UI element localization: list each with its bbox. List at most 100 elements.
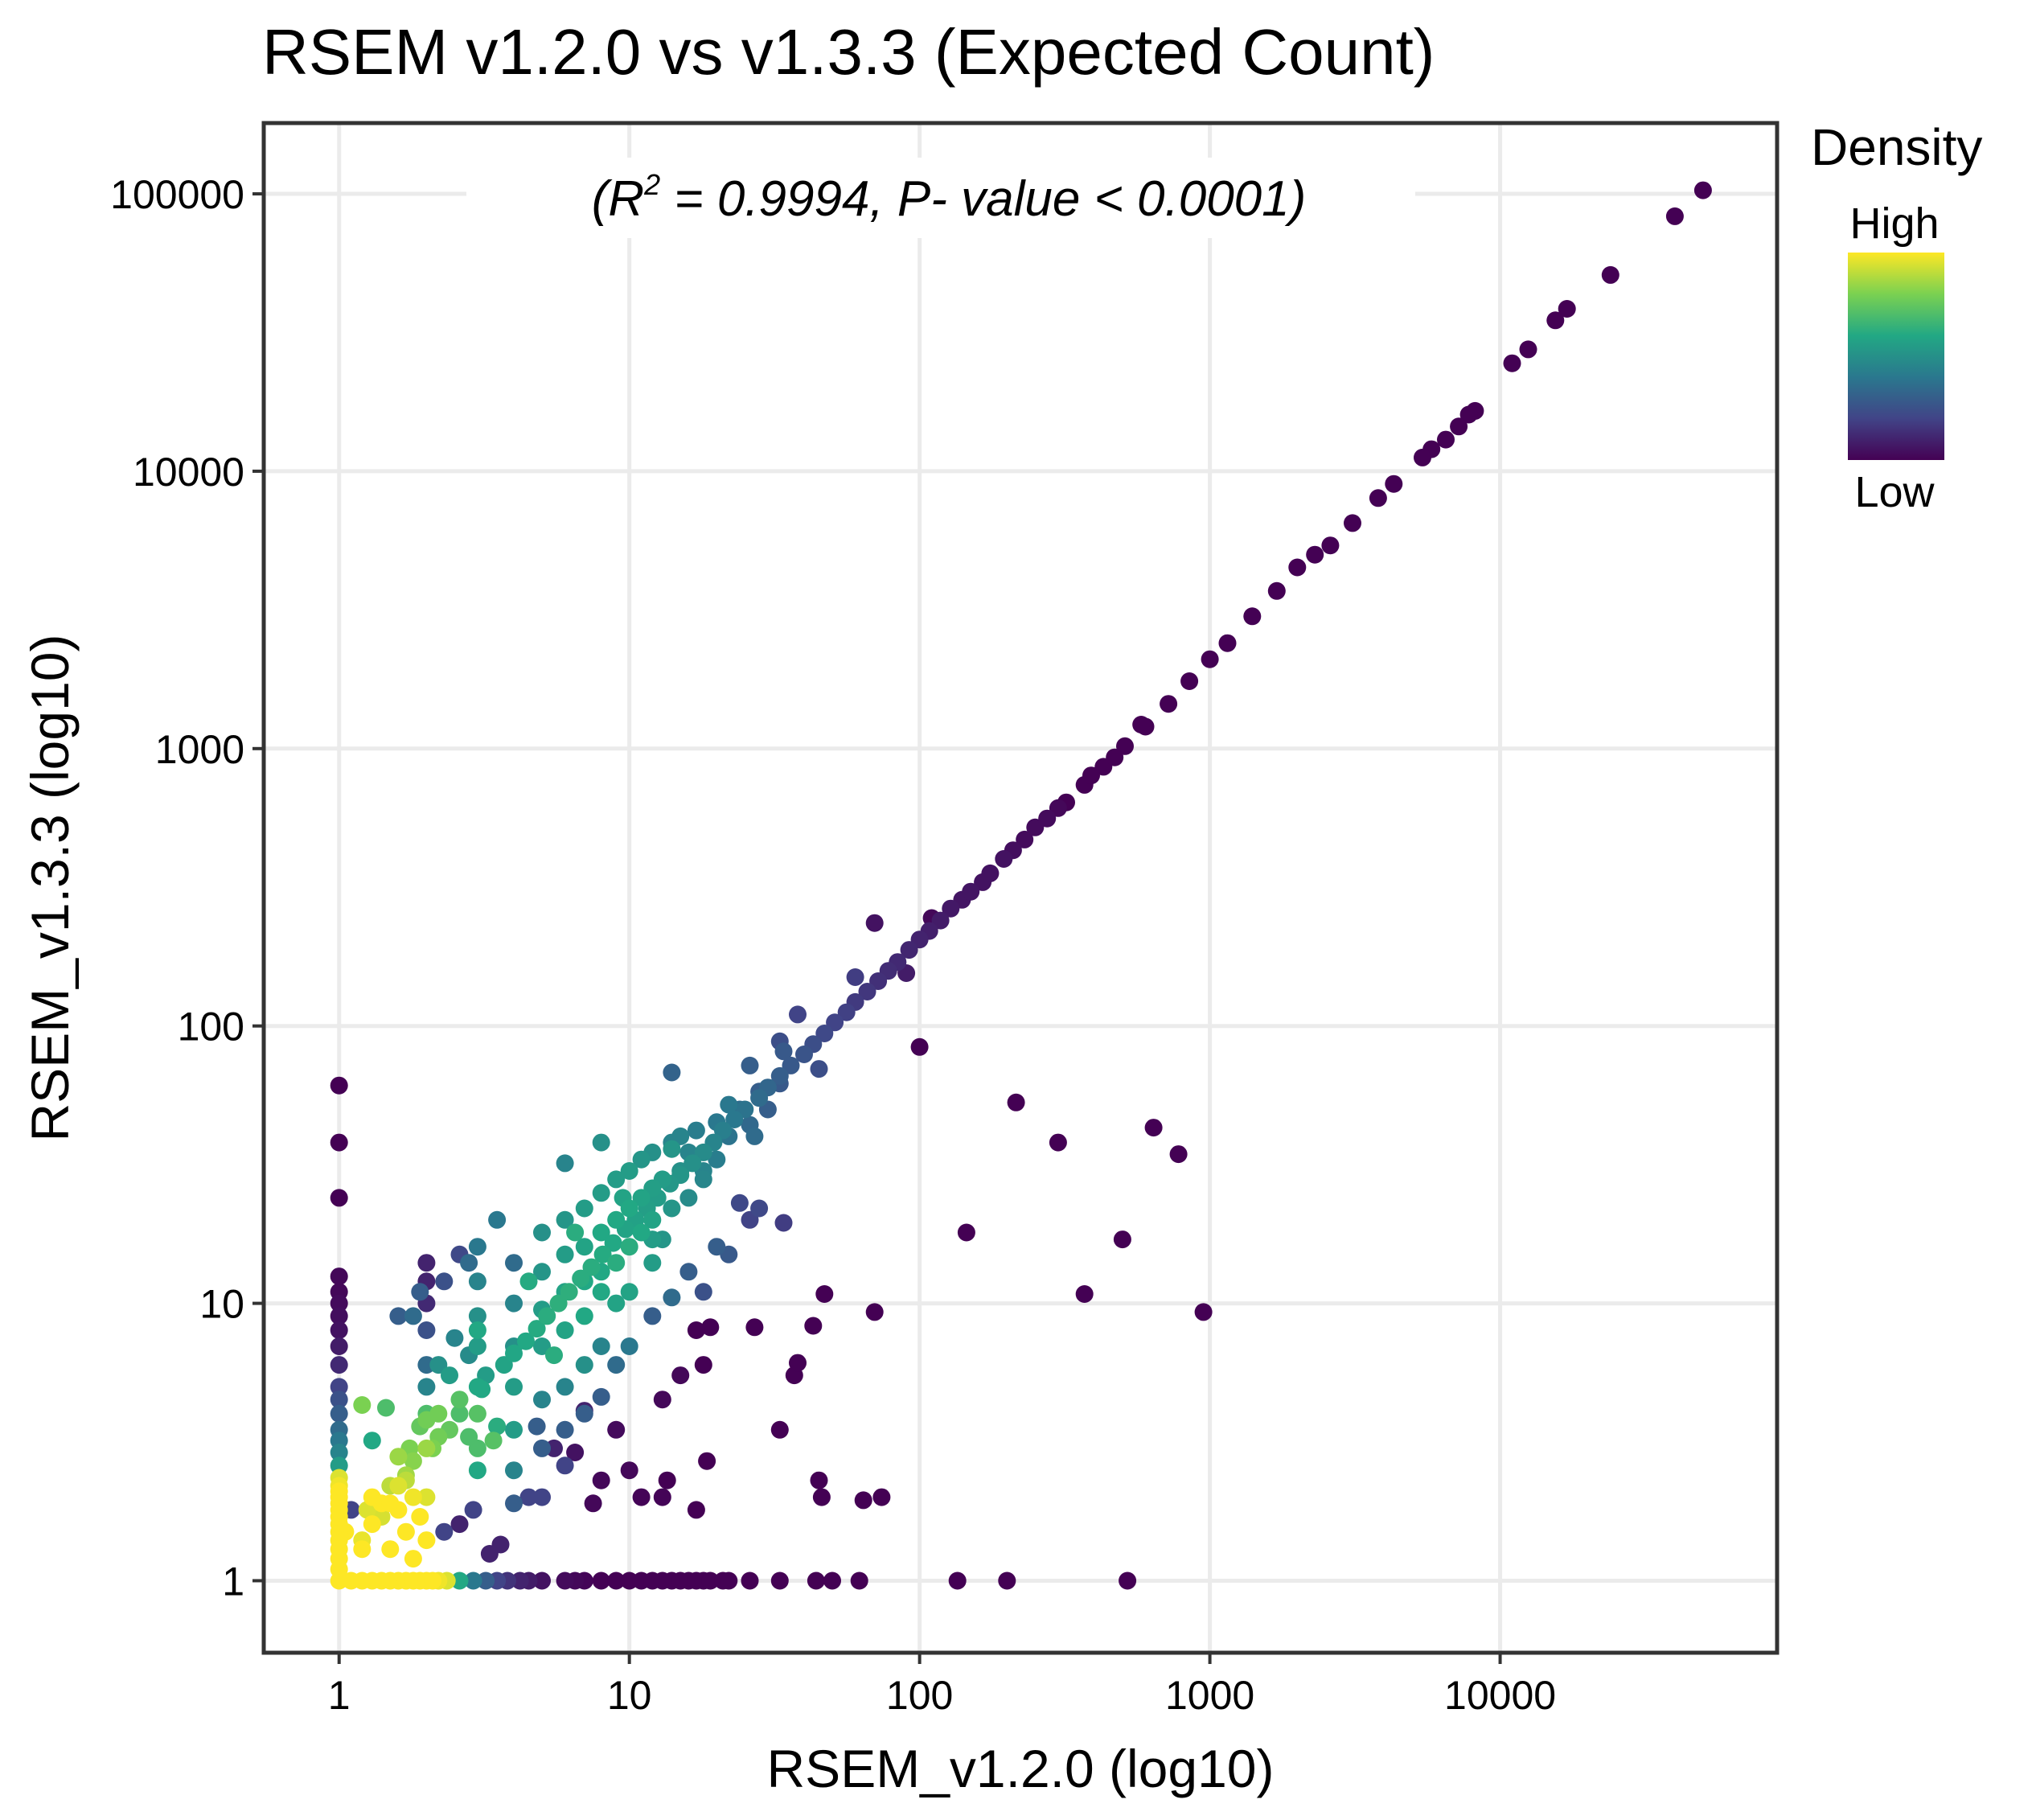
legend: Density High Low <box>1811 118 1982 516</box>
data-point <box>720 1571 738 1590</box>
data-point <box>607 1356 626 1374</box>
data-point <box>527 1320 546 1338</box>
data-point <box>411 1508 429 1526</box>
data-point <box>1116 737 1134 755</box>
data-point <box>592 1387 610 1406</box>
data-point <box>607 1571 626 1590</box>
data-point <box>815 1285 834 1303</box>
data-point <box>1546 311 1565 330</box>
data-point <box>505 1420 523 1439</box>
data-point <box>575 1307 593 1325</box>
data-point <box>533 1263 551 1281</box>
data-point <box>330 1294 348 1313</box>
data-point <box>962 882 980 901</box>
data-point <box>545 1346 563 1365</box>
data-point <box>519 1488 538 1506</box>
y-tick-label: 1000 <box>155 727 244 772</box>
y-tick-label: 1 <box>222 1559 244 1604</box>
data-point <box>698 1452 716 1470</box>
data-point <box>789 1005 807 1024</box>
data-point <box>429 1404 448 1423</box>
data-point <box>556 1321 574 1339</box>
data-point <box>671 1127 690 1145</box>
data-point <box>782 1056 800 1074</box>
data-point <box>620 1238 638 1256</box>
data-point <box>450 1571 469 1590</box>
data-point <box>468 1461 486 1480</box>
data-point <box>592 1133 610 1152</box>
data-point <box>592 1471 610 1489</box>
data-point <box>429 1356 448 1374</box>
data-point <box>556 1456 574 1475</box>
data-point <box>1385 475 1403 493</box>
data-point <box>582 1258 601 1276</box>
data-point <box>468 1272 486 1291</box>
data-point <box>450 1404 469 1423</box>
data-point <box>450 1391 469 1409</box>
data-point <box>556 1245 574 1263</box>
data-point <box>750 1089 769 1107</box>
data-point <box>653 1488 671 1506</box>
y-tick-label: 10000 <box>133 450 244 495</box>
data-point <box>468 1307 486 1325</box>
data-point <box>404 1488 422 1506</box>
data-point <box>505 1344 523 1362</box>
plot-border <box>261 121 1780 1655</box>
data-point <box>566 1444 585 1461</box>
data-point <box>607 1170 626 1189</box>
data-point <box>774 1214 793 1232</box>
data-point <box>592 1571 610 1590</box>
data-point <box>872 1488 891 1506</box>
stats-annotation: (R2 = 0.9994, P- value < 0.0001) <box>592 168 1307 227</box>
data-point <box>381 1494 400 1513</box>
data-point <box>1016 830 1034 848</box>
y-tick-label: 10 <box>199 1282 244 1327</box>
data-point <box>556 1210 574 1229</box>
data-points <box>330 181 1712 1590</box>
data-point <box>1106 748 1124 766</box>
data-point <box>460 1254 478 1272</box>
data-point <box>1601 265 1619 284</box>
data-point <box>1243 607 1262 626</box>
data-point <box>363 1515 381 1534</box>
data-point <box>900 941 918 959</box>
data-point <box>750 1199 769 1218</box>
data-point <box>592 1283 610 1301</box>
data-point <box>815 1025 834 1042</box>
data-point <box>330 1482 348 1501</box>
data-point <box>1169 1145 1188 1164</box>
data-point <box>632 1488 651 1506</box>
data-point <box>1437 430 1455 449</box>
data-point <box>468 1337 486 1355</box>
data-point <box>353 1396 372 1414</box>
data-point <box>643 1210 662 1229</box>
data-point <box>810 1471 828 1489</box>
data-point <box>1026 818 1045 836</box>
data-point <box>1693 181 1712 199</box>
data-point <box>620 1199 638 1218</box>
data-point <box>389 1307 408 1325</box>
data-point <box>1113 1230 1131 1249</box>
data-point <box>741 1571 759 1590</box>
data-point <box>533 1488 551 1506</box>
data-point <box>575 1404 593 1423</box>
data-point <box>445 1329 464 1347</box>
data-point <box>1344 514 1361 532</box>
data-point <box>1144 1119 1163 1137</box>
data-point <box>810 1060 828 1078</box>
data-point <box>1267 581 1286 600</box>
data-point <box>663 1140 681 1158</box>
data-point <box>450 1515 469 1534</box>
data-point <box>1075 1285 1094 1303</box>
data-point <box>607 1210 626 1229</box>
data-point <box>488 1210 507 1229</box>
data-point <box>363 1488 381 1506</box>
data-point <box>566 1223 585 1242</box>
data-point <box>417 1439 436 1457</box>
data-point <box>1414 448 1431 466</box>
data-point <box>505 1378 523 1396</box>
data-point <box>694 1283 712 1301</box>
y-axis: 1 10 100 1000 10000 100000 <box>110 172 264 1604</box>
data-point <box>663 1063 681 1082</box>
x-tick-label: 10000 <box>1444 1673 1556 1718</box>
